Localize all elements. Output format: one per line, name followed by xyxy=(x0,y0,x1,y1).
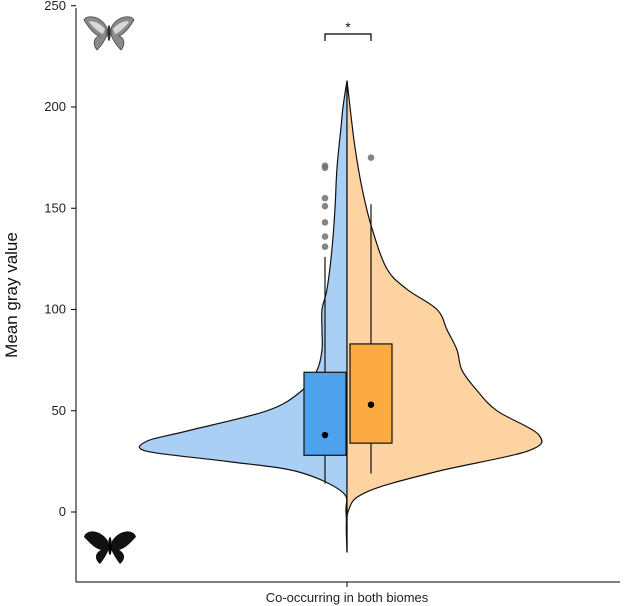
y-tick-label: 50 xyxy=(52,403,66,418)
left-outlier-point xyxy=(321,194,329,202)
y-tick-label: 250 xyxy=(44,0,66,13)
y-tick-label: 200 xyxy=(44,99,66,114)
y-ticks: 0 50 100 150 200 250 xyxy=(44,0,76,519)
left-outlier-point xyxy=(321,233,329,240)
significance-label: * xyxy=(345,19,351,35)
left-outlier-point xyxy=(321,202,329,210)
left-violin xyxy=(138,80,348,553)
y-tick-label: 0 xyxy=(59,504,66,519)
right-violin xyxy=(345,80,543,553)
right-outlier-point xyxy=(367,154,375,161)
significance-bracket xyxy=(324,33,372,41)
y-axis-title: Mean gray value xyxy=(2,232,21,358)
right-box xyxy=(349,343,393,444)
light-butterfly-icon xyxy=(83,16,135,51)
y-tick-label: 150 xyxy=(44,200,66,215)
dark-butterfly-icon xyxy=(84,531,136,564)
box-layer xyxy=(303,204,393,484)
violin-layer xyxy=(138,80,543,553)
left-outlier-point xyxy=(321,162,329,170)
x-tick-label: Co-occurring in both biomes xyxy=(266,590,429,605)
points-layer xyxy=(321,154,375,439)
right-mean-point xyxy=(367,401,375,408)
y-tick-label: 100 xyxy=(44,302,66,317)
left-box xyxy=(303,371,347,456)
left-mean-point xyxy=(321,431,329,439)
left-outlier-point xyxy=(321,243,329,251)
left-outlier-point xyxy=(321,219,329,226)
